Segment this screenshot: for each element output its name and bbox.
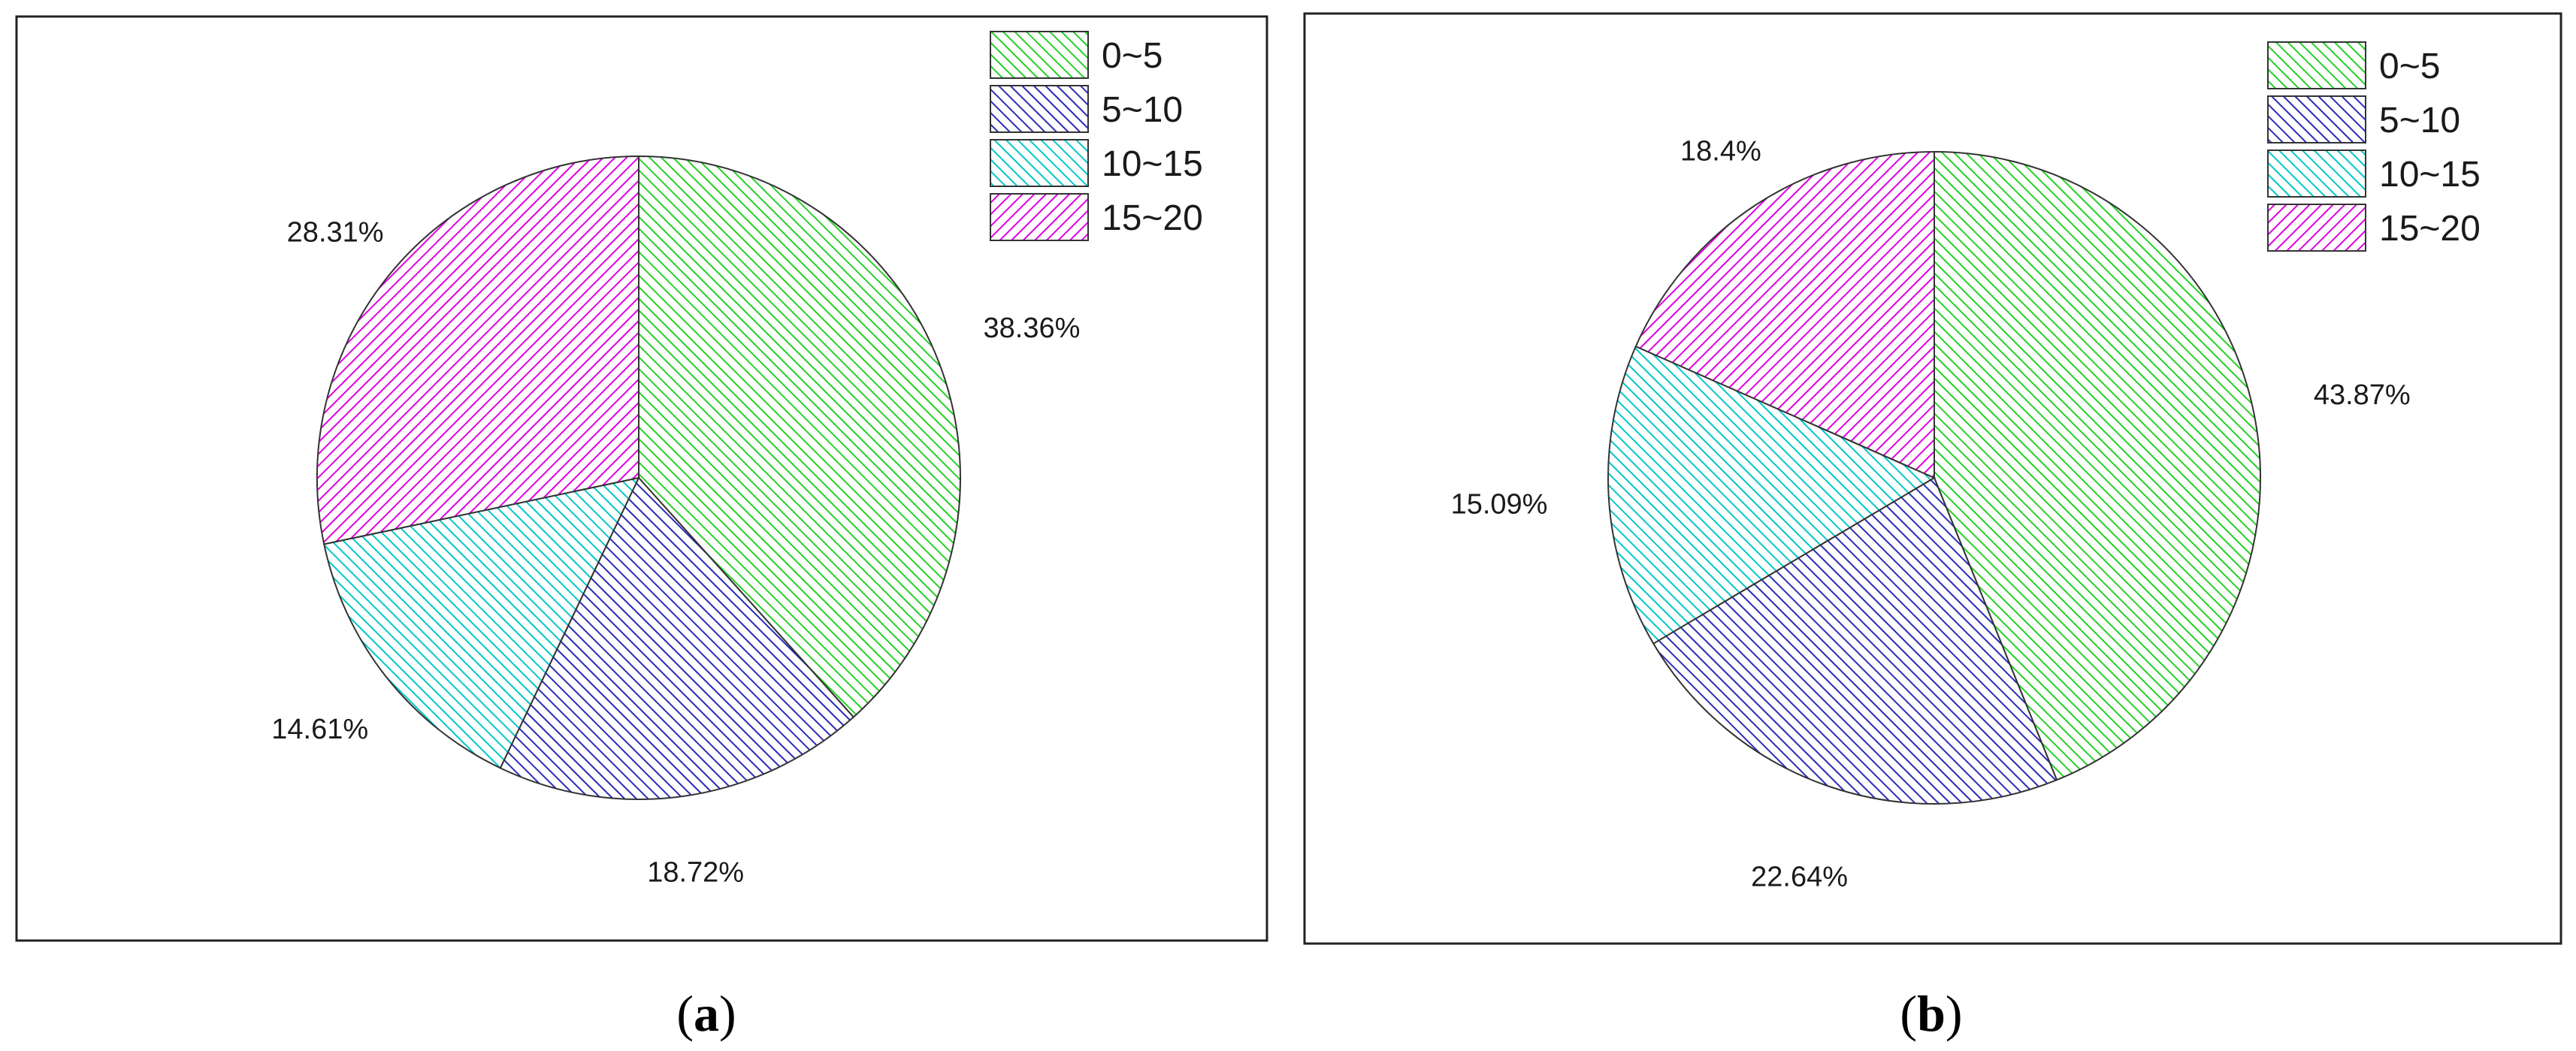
slice-label: 15.09% [1451, 488, 1548, 520]
legend-swatch [2267, 204, 2366, 252]
slice-label: 28.31% [287, 216, 384, 248]
pie-slice-15~20 [316, 155, 639, 545]
legend-swatch [990, 31, 1089, 79]
legend-label: 5~10 [1102, 90, 1183, 130]
pie-slice-5~10 [499, 476, 855, 800]
legend-label: 0~5 [1102, 36, 1163, 76]
panel-frame [15, 15, 1268, 942]
legend-swatch [2267, 95, 2366, 143]
pie-slice-5~10 [1652, 476, 2058, 805]
pie-chart-a: 38.36% 18.72% 14.61% 28.31% 0~5 5~10 10~15 15~2… [15, 15, 1268, 1042]
slice-label: 38.36% [984, 313, 1081, 344]
slice-label: 18.4% [1680, 135, 1761, 167]
legend-swatch [2267, 41, 2366, 89]
pie-slice-10~15 [1607, 345, 1937, 645]
panel-caption: (a) [676, 985, 736, 1042]
pie-slice-10~15 [323, 476, 640, 769]
legend-swatch [990, 193, 1089, 241]
pie-slice-0~5 [638, 155, 961, 718]
slice-label: 18.72% [647, 857, 744, 889]
slice-label: 22.64% [1751, 861, 1848, 892]
legend-label: 0~5 [2379, 47, 2440, 86]
panel-frame [1303, 12, 2562, 945]
legend-label: 10~15 [1102, 144, 1203, 184]
legend-swatch [990, 139, 1089, 187]
legend-label: 10~15 [2379, 155, 2481, 195]
legend-label: 5~10 [2379, 101, 2460, 140]
panel-caption: (b) [1900, 985, 1962, 1042]
legend-label: 15~20 [1102, 198, 1203, 238]
legend-label: 15~20 [2379, 209, 2481, 249]
pie-chart-b: 43.87% 22.64% 15.09% 18.4% 0~5 5~10 10~15 15~20… [1303, 12, 2562, 1042]
pie-slice-15~20 [1634, 150, 1935, 479]
slice-label: 14.61% [271, 714, 368, 745]
legend-swatch [2267, 149, 2366, 198]
slice-label: 43.87% [2314, 379, 2411, 411]
pie-slice-0~5 [1934, 150, 2261, 781]
legend-swatch [990, 85, 1089, 133]
